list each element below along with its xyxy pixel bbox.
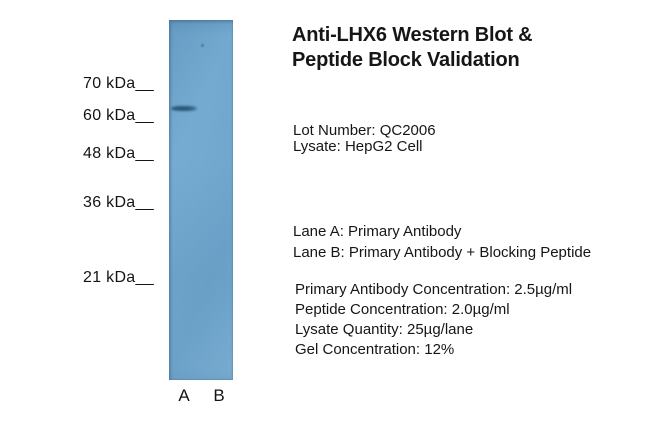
figure-title-line2: Peptide Block Validation (292, 49, 520, 71)
figure-title: Anti-LHX6 Western Blot & Peptide Block V… (292, 23, 533, 73)
lane-a-label: A (178, 386, 190, 405)
figure-title-line1: Anti-LHX6 Western Blot & (292, 24, 533, 46)
lysate-quantity: Lysate Quantity: 25µg/lane (295, 321, 474, 338)
lane-descriptions: Lane A: Primary Antibody Lane B: Primary… (293, 221, 591, 263)
mw-marker-70kda: 70 kDa__ (83, 75, 154, 92)
lysate-type: Lysate: HepG2 Cell (293, 137, 423, 155)
sample-info: Lot Number: QC2006 Lysate: HepG2 Cell (293, 123, 436, 154)
mw-marker-48kda: 48 kDa__ (83, 145, 154, 162)
gel-concentration: Gel Concentration: 12% (295, 341, 455, 358)
experimental-conditions: Primary Antibody Concentration: 2.5µg/ml… (295, 280, 572, 360)
blot-membrane-strip (169, 20, 233, 380)
peptide-concentration: Peptide Concentration: 2.0µg/ml (295, 301, 510, 318)
mw-marker-21kda: 21 kDa__ (83, 269, 154, 286)
mw-marker-60kda: 60 kDa__ (83, 107, 154, 124)
lane-b-description: Lane B: Primary Antibody + Blocking Pept… (293, 244, 592, 261)
primary-antibody-concentration: Primary Antibody Concentration: 2.5µg/ml (295, 281, 573, 298)
lane-b-label: B (213, 386, 225, 405)
lot-number: Lot Number: QC2006 (293, 122, 436, 139)
protein-band-tail (189, 107, 197, 110)
mw-marker-36kda: 36 kDa__ (83, 194, 154, 211)
lane-a-description: Lane A: Primary Antibody (293, 223, 462, 240)
protein-band-lane-a (171, 106, 195, 111)
membrane-artifact-speck (201, 44, 204, 47)
